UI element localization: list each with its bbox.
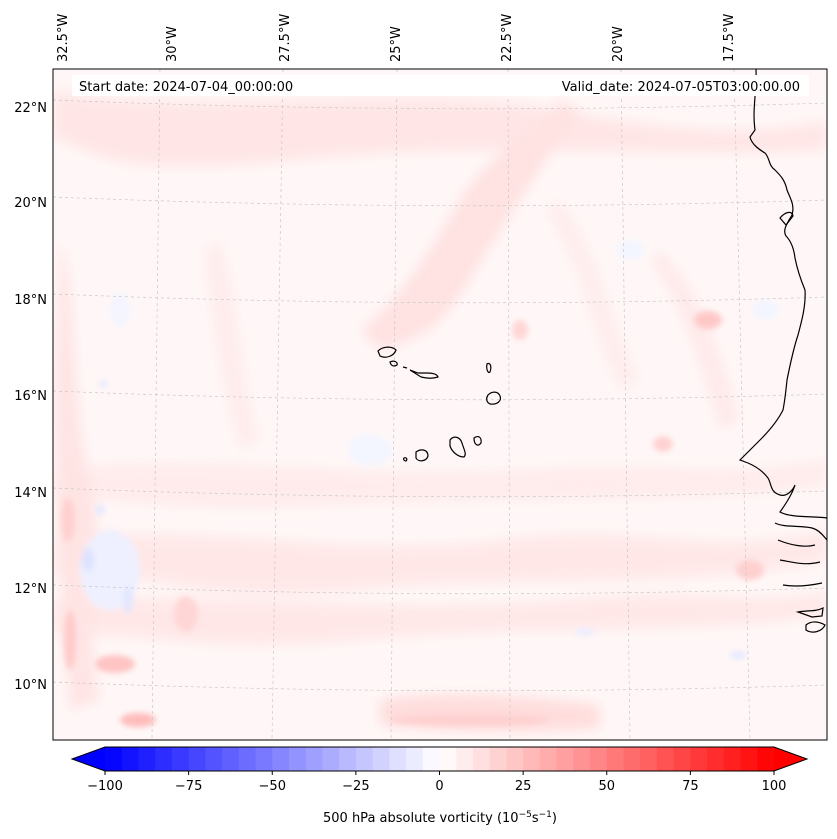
colorbar-segment: [138, 747, 156, 771]
colorbar-segment: [573, 747, 591, 771]
colorbar-ticks: −100 −75 −50 −25 0 25 50 75 100: [87, 771, 786, 794]
colorbar-segment: [255, 747, 273, 771]
colorbar-tick-label: −100: [87, 779, 123, 794]
colorbar-segment: [288, 747, 307, 771]
colorbar-segment: [355, 747, 374, 771]
island-sal: [486, 362, 492, 374]
island-santo-antao: [377, 346, 397, 358]
colorbar: −100 −75 −50 −25 0 25 50 75 100 500 hPa absolute…: [70, 746, 809, 826]
colorbar-extend-max: [774, 747, 807, 771]
lat-label: 20°N: [14, 196, 47, 211]
colorbar-tick-label: 0: [435, 779, 443, 794]
lon-label: 30°W: [165, 26, 180, 62]
lon-label: 27.5°W: [278, 14, 293, 62]
colorbar-segment: [623, 747, 641, 771]
colorbar-tick-label: 50: [598, 779, 615, 794]
colorbar-segment: [439, 747, 457, 771]
colorbar-segment: [707, 747, 725, 771]
colorbar-segment: [339, 747, 357, 771]
colorbar-segment: [422, 747, 441, 771]
colorbar-segment: [590, 747, 608, 771]
island-maio: [473, 436, 482, 446]
vorticity-field: [53, 90, 827, 732]
valid-date-label: Valid_date: 2024-07-05T03:00:00.00: [562, 80, 800, 95]
colorbar-segment: [222, 747, 240, 771]
lat-label: 10°N: [14, 678, 47, 693]
latitude-labels: 22°N 20°N 18°N 16°N 14°N 12°N 10°N: [14, 101, 47, 693]
colorbar-segment: [640, 747, 658, 771]
lon-label: 25°W: [389, 26, 404, 62]
colorbar-segment: [406, 747, 424, 771]
map-panel: Start date: 2024-07-04_00:00:00 Valid_da…: [52, 68, 828, 741]
colorbar-segment: [105, 747, 123, 771]
colorbar-segment: [489, 747, 508, 771]
colorbar-segment: [456, 747, 474, 771]
lon-label: 32.5°W: [56, 14, 71, 62]
colorbar-title: 500 hPa absolute vorticity (10−5s−1): [323, 810, 557, 826]
start-date-label: Start date: 2024-07-04_00:00:00: [79, 80, 293, 95]
colorbar-segment: [372, 747, 390, 771]
lon-label: 17.5°W: [722, 14, 737, 62]
colorbar-segment: [723, 747, 742, 771]
colorbar-segment: [155, 747, 173, 771]
colorbar-segment: [556, 747, 574, 771]
colorbar-segment: [305, 747, 324, 771]
coastlines: [377, 69, 827, 633]
colorbar-segment: [205, 747, 223, 771]
lon-label: 20°W: [611, 26, 626, 62]
colorbar-segment: [188, 747, 206, 771]
island-santa-luzia: [402, 366, 408, 369]
island-santiago: [449, 436, 466, 458]
island-fogo: [415, 449, 429, 462]
colorbar-segment: [121, 747, 140, 771]
colorbar-segment: [690, 747, 708, 771]
lat-label: 22°N: [14, 101, 47, 116]
map-frame: [52, 68, 828, 741]
colorbar-tick-label: 100: [762, 779, 787, 794]
colorbar-segment: [506, 747, 524, 771]
colorbar-tick-label: −75: [175, 779, 202, 794]
colorbar-extend-min: [72, 747, 105, 771]
map-gridlines: [53, 69, 827, 740]
colorbar-tick-label: 75: [682, 779, 699, 794]
colorbar-segment: [171, 747, 190, 771]
colorbar-segment: [472, 747, 491, 771]
island-sao-nicolau: [409, 369, 439, 379]
colorbar-tick-label: 25: [515, 779, 532, 794]
longitude-labels: 32.5°W 30°W 27.5°W 25°W 22.5°W 20°W 17.5…: [56, 14, 737, 62]
colorbar-segment: [757, 747, 775, 771]
colorbar-segments: [105, 747, 775, 771]
colorbar-segment: [238, 747, 257, 771]
colorbar-segment: [389, 747, 407, 771]
colorbar-segment: [322, 747, 340, 771]
island-boa-vista: [486, 391, 502, 405]
date-info-box: [72, 75, 809, 96]
lat-label: 14°N: [14, 486, 47, 501]
colorbar-segment: [673, 747, 691, 771]
colorbar-tick-label: −25: [342, 779, 369, 794]
lat-label: 12°N: [14, 582, 47, 597]
colorbar-tick-label: −50: [259, 779, 286, 794]
island-brava: [403, 457, 408, 462]
island-sao-vicente: [389, 360, 398, 367]
colorbar-segment: [606, 747, 625, 771]
lat-label: 16°N: [14, 389, 47, 404]
colorbar-segment: [523, 747, 541, 771]
west-africa-coastline: [738, 69, 827, 519]
colorbar-segment: [539, 747, 558, 771]
colorbar-segment: [656, 747, 675, 771]
lon-label: 22.5°W: [500, 14, 515, 62]
lat-label: 18°N: [14, 293, 47, 308]
colorbar-segment: [272, 747, 290, 771]
colorbar-segment: [740, 747, 758, 771]
